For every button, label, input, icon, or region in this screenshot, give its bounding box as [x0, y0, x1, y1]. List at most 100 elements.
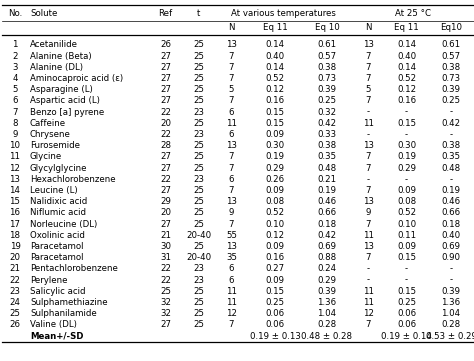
Text: 16: 16	[9, 208, 20, 217]
Text: 0.09: 0.09	[397, 242, 416, 251]
Text: 20-40: 20-40	[186, 231, 211, 240]
Text: 13: 13	[363, 40, 374, 49]
Text: 32: 32	[160, 309, 171, 318]
Text: 0.14: 0.14	[397, 40, 416, 49]
Text: 11: 11	[226, 298, 237, 307]
Text: 0.25: 0.25	[397, 298, 416, 307]
Text: 0.09: 0.09	[265, 242, 284, 251]
Text: 0.69: 0.69	[441, 242, 461, 251]
Text: 0.28: 0.28	[318, 321, 337, 330]
Text: 1.04: 1.04	[318, 309, 337, 318]
Text: 23: 23	[193, 275, 204, 284]
Text: t: t	[197, 9, 201, 17]
Text: Valine (DL): Valine (DL)	[30, 321, 77, 330]
Text: Niflumic acid: Niflumic acid	[30, 208, 86, 217]
Text: 7: 7	[229, 164, 234, 173]
Text: 0.32: 0.32	[318, 108, 337, 117]
Text: 20: 20	[9, 253, 20, 262]
Text: 0.30: 0.30	[397, 141, 416, 150]
Text: Alanine (Beta): Alanine (Beta)	[30, 52, 91, 61]
Text: 7: 7	[12, 108, 18, 117]
Text: 0.09: 0.09	[397, 186, 416, 195]
Text: 0.29: 0.29	[397, 164, 416, 173]
Text: 7: 7	[366, 253, 371, 262]
Text: 22: 22	[160, 130, 171, 139]
Text: -: -	[449, 264, 453, 273]
Text: 27: 27	[160, 63, 171, 72]
Text: Benzo [a] pyrene: Benzo [a] pyrene	[30, 108, 104, 117]
Text: 6: 6	[12, 96, 18, 105]
Text: 0.08: 0.08	[397, 197, 416, 206]
Text: 18: 18	[9, 231, 20, 240]
Text: 7: 7	[229, 96, 234, 105]
Text: 0.48: 0.48	[318, 164, 337, 173]
Text: -: -	[367, 264, 370, 273]
Text: 0.46: 0.46	[318, 197, 337, 206]
Text: N: N	[228, 23, 235, 32]
Text: 5: 5	[229, 85, 234, 94]
Text: 25: 25	[193, 96, 204, 105]
Text: 0.73: 0.73	[318, 74, 337, 83]
Text: 0.16: 0.16	[397, 96, 416, 105]
Text: 22: 22	[160, 175, 171, 184]
Text: 7: 7	[229, 186, 234, 195]
Text: 25: 25	[193, 152, 204, 161]
Text: Aminocaproic acid (ε): Aminocaproic acid (ε)	[30, 74, 123, 83]
Text: 25: 25	[193, 141, 204, 150]
Text: 11: 11	[363, 287, 374, 296]
Text: 6: 6	[229, 275, 234, 284]
Text: 27: 27	[160, 186, 171, 195]
Text: 7: 7	[229, 74, 234, 83]
Text: 11: 11	[363, 119, 374, 128]
Text: 7: 7	[366, 219, 371, 229]
Text: 1.36: 1.36	[318, 298, 337, 307]
Text: 25: 25	[193, 298, 204, 307]
Text: 0.15: 0.15	[397, 287, 416, 296]
Text: 27: 27	[160, 219, 171, 229]
Text: 13: 13	[363, 197, 374, 206]
Text: 0.12: 0.12	[265, 231, 284, 240]
Text: 0.48 ± 0.28: 0.48 ± 0.28	[301, 332, 353, 341]
Text: Oxolinic acid: Oxolinic acid	[30, 231, 85, 240]
Text: 0.46: 0.46	[441, 197, 461, 206]
Text: Chrysene: Chrysene	[30, 130, 71, 139]
Text: 25: 25	[193, 208, 204, 217]
Text: 25: 25	[193, 85, 204, 94]
Text: 12: 12	[226, 309, 237, 318]
Text: 0.06: 0.06	[397, 309, 416, 318]
Text: 0.08: 0.08	[265, 197, 284, 206]
Text: -: -	[405, 108, 408, 117]
Text: 0.61: 0.61	[318, 40, 337, 49]
Text: 0.16: 0.16	[265, 96, 284, 105]
Text: 6: 6	[229, 264, 234, 273]
Text: 0.09: 0.09	[265, 130, 284, 139]
Text: 0.53 ± 0.29: 0.53 ± 0.29	[426, 332, 474, 341]
Text: N: N	[365, 23, 372, 32]
Text: 0.52: 0.52	[397, 208, 416, 217]
Text: 29: 29	[160, 197, 171, 206]
Text: -: -	[367, 130, 370, 139]
Text: 0.48: 0.48	[441, 164, 461, 173]
Text: 7: 7	[366, 74, 371, 83]
Text: 1.36: 1.36	[441, 298, 461, 307]
Text: 0.69: 0.69	[318, 242, 337, 251]
Text: 7: 7	[366, 152, 371, 161]
Text: Salicylic acid: Salicylic acid	[30, 287, 85, 296]
Text: 0.52: 0.52	[265, 208, 284, 217]
Text: Eq 10: Eq 10	[315, 23, 339, 32]
Text: 1: 1	[12, 40, 18, 49]
Text: 13: 13	[363, 141, 374, 150]
Text: 27: 27	[160, 152, 171, 161]
Text: 7: 7	[229, 321, 234, 330]
Text: 0.33: 0.33	[318, 130, 337, 139]
Text: 11: 11	[363, 231, 374, 240]
Text: Eq10: Eq10	[440, 23, 462, 32]
Text: Mean+/-SD: Mean+/-SD	[30, 332, 83, 341]
Text: 0.40: 0.40	[265, 52, 284, 61]
Text: 25: 25	[193, 164, 204, 173]
Text: 0.73: 0.73	[441, 74, 461, 83]
Text: 0.15: 0.15	[265, 119, 284, 128]
Text: 0.61: 0.61	[441, 40, 461, 49]
Text: 0.14: 0.14	[265, 40, 284, 49]
Text: 55: 55	[226, 231, 237, 240]
